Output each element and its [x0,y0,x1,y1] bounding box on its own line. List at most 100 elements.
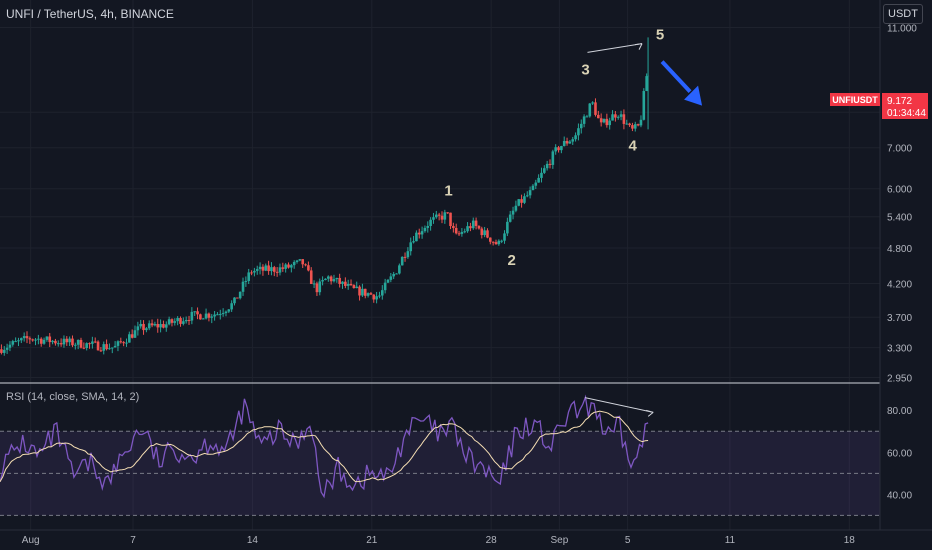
candle-body-104 [295,260,299,263]
candle-body-6 [17,340,20,342]
candle-body-129 [366,293,370,296]
price-tick-label-0: 11.000 [887,24,917,35]
candle-body-94 [267,265,270,272]
rsi-tick-label-0: 80.00 [887,406,912,417]
candle-body-97 [275,271,279,273]
time-tick-label-2: 14 [247,535,259,546]
candle-body-204 [579,123,583,129]
price-tag-countdown: 01:34:44 [887,108,926,119]
candle-body-0 [0,349,3,353]
candle-body-213 [605,118,609,126]
candle-body-65 [184,319,188,322]
rsi-axis[interactable]: 80.00 60.00 40.00 [887,406,912,501]
candle-body-77 [218,314,222,316]
candle-body-31 [88,343,91,345]
wave-label-1: 1 [444,182,452,199]
candle-body-55 [156,323,160,328]
candle-body-164 [466,226,469,232]
candle-body-138 [392,273,395,277]
candle-body-19 [54,340,57,344]
candle-body-180 [511,210,515,215]
candle-body-152 [432,217,435,220]
candle-body-15 [42,339,46,344]
candle-body-158 [449,212,452,227]
candle-body-80 [227,309,231,312]
candle-body-172 [489,237,492,242]
time-tick-label-3: 21 [366,535,378,546]
candle-body-49 [139,323,142,327]
candle-body-182 [517,199,521,206]
candle-body-68 [193,311,197,313]
candle-body-154 [437,214,441,216]
candle-body-106 [301,259,305,265]
candle-body-212 [602,118,606,123]
candle-body-76 [216,314,219,316]
candle-body-4 [11,341,15,345]
candle-body-222 [631,125,634,129]
candle-body-59 [167,319,171,325]
candle-body-200 [568,141,572,144]
candle-body-38 [108,348,111,350]
currency-button[interactable]: USDT [883,4,923,24]
candle-body-196 [557,147,560,151]
candle-body-151 [429,219,432,226]
price-axis-bg[interactable] [880,0,932,550]
candle-body-153 [435,214,438,218]
candle-body-79 [224,311,228,314]
time-axis[interactable]: Aug 7 14 21 28 Sep 5 11 18 [22,535,856,546]
candle-body-175 [497,240,501,245]
candle-body-134 [380,290,384,296]
candle-body-185 [525,195,529,197]
price-tag-value-bg [882,93,928,119]
candle-body-108 [307,265,310,271]
candle-body-9 [25,336,29,339]
time-tick-label-8: 18 [844,535,856,546]
candle-body-203 [577,128,580,136]
candle-body-226 [642,91,646,120]
candle-body-54 [153,323,157,326]
candle-body-16 [45,336,49,340]
candle-body-211 [599,118,603,123]
candle-body-41 [116,341,120,346]
candle-body-105 [298,259,302,261]
candle-body-74 [210,316,214,318]
candle-body-169 [480,228,484,236]
candle-body-58 [164,324,168,328]
candle-body-137 [389,276,393,280]
candle-body-73 [207,313,211,318]
candle-body-96 [272,267,276,272]
candle-body-111 [315,283,319,293]
candle-body-198 [562,140,566,147]
candle-body-220 [625,123,629,125]
candle-body-51 [145,328,148,331]
candle-body-10 [28,338,32,340]
candle-body-81 [230,303,233,310]
candle-body-103 [292,262,296,266]
rsi-layer [0,394,654,499]
candle-body-141 [400,256,404,266]
rsi-legend[interactable]: RSI (14, close, SMA, 14, 2) [6,391,140,403]
rsi-ma-line [0,410,649,483]
candle-body-22 [62,338,66,345]
candle-body-50 [142,323,145,331]
candle-body-2 [5,347,9,350]
candle-body-133 [378,295,381,297]
candle-body-5 [14,341,17,343]
candle-body-98 [278,267,282,273]
price-tick-label-9: 2.950 [887,373,912,384]
candle-body-125 [355,286,359,289]
candle-body-14 [39,338,43,344]
candle-body-61 [173,321,177,323]
candle-body-127 [361,288,364,296]
candle-body-109 [309,270,313,284]
candle-body-95 [270,267,273,272]
candle-body-40 [113,345,117,348]
candle-body-184 [523,196,526,203]
price-tag-ticker-bg [830,93,880,106]
candle-body-102 [290,265,293,268]
candle-body-178 [506,221,509,234]
candle-body-114 [324,278,327,281]
symbol-legend[interactable]: UNFI / TetherUS, 4h, BINANCE [6,7,174,21]
